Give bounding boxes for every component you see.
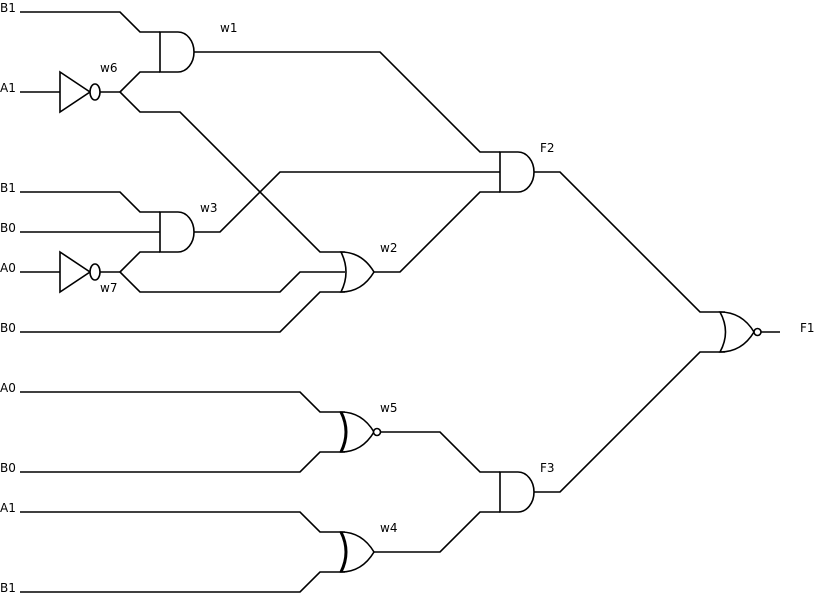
- wire-b0-to-xnor-w5: [20, 451, 345, 473]
- output-label-f1: F1: [800, 321, 815, 335]
- wire-a1-to-xor-w4: [20, 511, 345, 533]
- input-label: B0: [0, 461, 16, 475]
- input-label: A1: [0, 81, 16, 95]
- and-gate-f3: [499, 471, 535, 513]
- wire-a0-to-xnor-w5: [20, 391, 345, 413]
- wire-w4-to-and-f3: [374, 511, 500, 553]
- xor-gate-w4: [339, 531, 375, 573]
- wire-w7-to-and-w3: [119, 251, 160, 273]
- wires: [20, 11, 780, 593]
- or-gate-w2: [339, 251, 375, 293]
- and-gate-f2: [499, 151, 535, 193]
- wire-w2-to-and-f2: [374, 191, 500, 273]
- and-gate-w1: [159, 31, 195, 73]
- wire-w5-to-and-f3: [381, 431, 500, 473]
- wire-w7-to-or-w2: [119, 271, 345, 293]
- wire-label-w1: w1: [220, 21, 237, 35]
- output-label-f2: F2: [540, 141, 555, 155]
- xnor-gate-w5: [339, 411, 382, 453]
- wire-w1-to-and-f2: [194, 51, 500, 153]
- wire-w6-to-or-w2: [119, 91, 345, 253]
- wire-w3-to-and-f2: [194, 171, 500, 233]
- gates: [59, 31, 762, 573]
- input-label: A0: [0, 261, 16, 275]
- wire-f3-to-nor-f1: [534, 351, 725, 493]
- wire-label-w7: w7: [100, 281, 117, 295]
- wire-label-w2: w2: [380, 241, 397, 255]
- input-label: B1: [0, 1, 16, 15]
- input-label: A1: [0, 501, 16, 515]
- output-label-f3: F3: [540, 461, 555, 475]
- wire-label-w4: w4: [380, 521, 397, 535]
- not-gate-w7: [59, 250, 101, 294]
- nor-gate-f1: [718, 311, 762, 353]
- input-label: B1: [0, 581, 16, 594]
- wire-b1-to-and-w3: [20, 191, 160, 213]
- input-label: B0: [0, 221, 16, 235]
- wire-label-w6: w6: [100, 61, 117, 75]
- input-label: A0: [0, 381, 16, 395]
- wire-w6-to-and-w1: [119, 71, 160, 93]
- wire-b0-to-or-w2: [20, 291, 345, 333]
- input-label: B1: [0, 181, 16, 195]
- wire-label-w5: w5: [380, 401, 397, 415]
- wire-b1-to-and-w1: [20, 11, 160, 33]
- and-gate-w3: [159, 211, 195, 253]
- not-gate-w6: [59, 70, 101, 114]
- wire-label-w3: w3: [200, 201, 217, 215]
- input-label: B0: [0, 321, 16, 335]
- wire-f2-to-nor-f1: [534, 171, 725, 313]
- wire-b1-to-xor-w4: [20, 571, 345, 593]
